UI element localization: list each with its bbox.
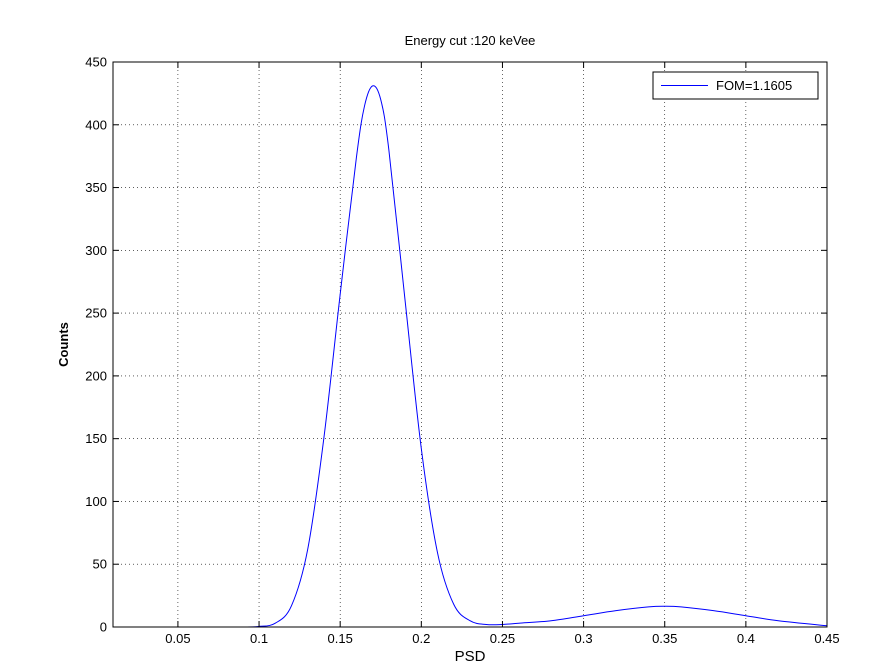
x-tick-label: 0.45 — [814, 631, 839, 646]
grid-layer — [113, 62, 828, 627]
y-tick-label: 250 — [85, 306, 107, 321]
y-tick-label: 150 — [85, 431, 107, 446]
y-tick-label: 400 — [85, 117, 107, 132]
x-tick-label: 0.35 — [652, 631, 677, 646]
x-tick-label: 0.25 — [490, 631, 515, 646]
y-tick-label: 450 — [85, 55, 107, 70]
y-tick-label: 0 — [100, 620, 107, 635]
x-tick-label: 0.3 — [575, 631, 593, 646]
y-tick-label: 100 — [85, 494, 107, 509]
plot-frame — [112, 61, 828, 628]
y-tick-label: 350 — [85, 180, 107, 195]
y-tick-label: 200 — [85, 368, 107, 383]
x-tick-label: 0.05 — [165, 631, 190, 646]
tick-layer: 0.05 0.1 0.15 0.2 0.25 0.3 0.35 0.4 0.45 0 50 100 15… — [85, 55, 839, 647]
y-tick-label: 300 — [85, 243, 107, 258]
x-tick-label: 0.2 — [412, 631, 430, 646]
plot-area — [113, 62, 827, 627]
chart-title: Energy cut :120 keVee — [405, 33, 536, 48]
y-tick-label: 50 — [93, 557, 107, 572]
legend-entry-label: FOM=1.1605 — [716, 78, 792, 93]
x-axis-label: PSD — [455, 648, 486, 665]
y-axis-label: Counts — [56, 322, 71, 367]
legend: FOM=1.1605 — [652, 71, 819, 100]
x-tick-label: 0.1 — [250, 631, 268, 646]
x-tick-label: 0.15 — [328, 631, 353, 646]
series-layer — [113, 85, 828, 628]
series-line — [113, 85, 828, 628]
x-tick-label: 0.4 — [737, 631, 755, 646]
